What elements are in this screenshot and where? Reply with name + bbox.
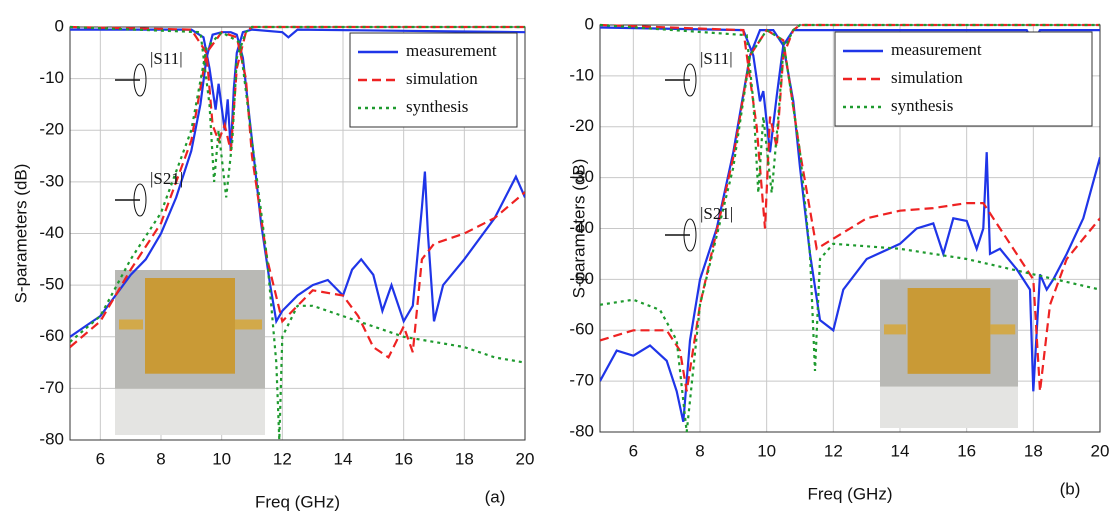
line-series <box>600 23 1100 229</box>
line-series <box>600 29 1100 423</box>
line-series <box>70 31 525 338</box>
y-tick-label: -60 <box>39 326 64 345</box>
legend: measurement simulation synthesis <box>349 32 518 128</box>
y-tick-label: -60 <box>569 320 594 339</box>
photo-board <box>145 278 235 374</box>
legend-label: synthesis <box>891 96 953 115</box>
y-tick-label: -50 <box>39 275 64 294</box>
x-tick-label: 10 <box>757 441 776 460</box>
x-tick-label: 18 <box>455 449 474 468</box>
photo-connector <box>119 319 143 330</box>
x-tick-label: 18 <box>1024 441 1043 460</box>
x-tick-label: 14 <box>891 441 910 460</box>
x-tick-label: 20 <box>516 449 535 468</box>
x-tick-label: 8 <box>695 441 704 460</box>
y-tick-label: -40 <box>39 223 64 242</box>
y-tick-label: 0 <box>55 16 64 35</box>
chart-panel: -80 -70 -60 -50 -40 -30 -20 -10 0 6 8 10 12 14 16 18 20 |… <box>11 16 534 511</box>
y-tick-label: -70 <box>569 371 594 390</box>
y-tick-label: -30 <box>39 171 64 190</box>
y-tick-label: -10 <box>569 65 594 84</box>
x-axis-label: Freq (GHz) <box>808 484 893 503</box>
y-tick-label: -30 <box>569 167 594 186</box>
curve-annotation: |S11| <box>700 49 733 68</box>
line-series <box>70 25 525 198</box>
panel-label: (a) <box>485 487 506 506</box>
legend-label: measurement <box>406 41 497 60</box>
curve-annotation: |S11| <box>150 49 183 68</box>
y-tick-label: 0 <box>585 14 594 33</box>
y-axis-label: S-parameters (dB) <box>569 159 588 299</box>
y-tick-label: -80 <box>39 429 64 448</box>
x-tick-label: 6 <box>629 441 638 460</box>
x-tick-label: 14 <box>334 449 353 468</box>
photo-board <box>907 288 991 374</box>
curve-annotation: |S21| <box>700 204 733 223</box>
y-tick-label: -20 <box>39 120 64 139</box>
line-series <box>70 30 525 441</box>
x-tick-label: 20 <box>1091 441 1110 460</box>
x-tick-label: 12 <box>824 441 843 460</box>
y-tick-label: -80 <box>569 421 594 440</box>
photo-ruler <box>880 386 1018 428</box>
y-tick-label: -10 <box>39 68 64 87</box>
y-axis-label: S-parameters (dB) <box>11 164 30 304</box>
data-lines <box>70 25 525 441</box>
photo-connector <box>990 324 1016 335</box>
y-tick-label: -40 <box>569 218 594 237</box>
legend-label: measurement <box>891 40 982 59</box>
x-tick-label: 6 <box>96 449 105 468</box>
x-tick-label: 10 <box>212 449 231 468</box>
curve-annotation: |S21| <box>150 169 183 188</box>
line-series <box>600 28 1100 392</box>
y-tick-label: -50 <box>569 269 594 288</box>
line-series <box>70 30 525 360</box>
x-tick-label: 16 <box>394 449 413 468</box>
line-series <box>70 25 525 152</box>
y-tick-label: -20 <box>569 116 594 135</box>
legend: measurement simulation synthesis <box>834 31 1093 127</box>
photo-ruler <box>115 388 265 435</box>
photo-connector <box>884 324 907 335</box>
legend-label: simulation <box>891 68 963 87</box>
x-tick-label: 8 <box>156 449 165 468</box>
line-series <box>600 23 1100 194</box>
x-axis-label: Freq (GHz) <box>255 492 340 511</box>
panel-label: (b) <box>1060 479 1081 498</box>
chart-panel: -80 -70 -60 -50 -40 -30 -20 -10 0 6 8 10 12 14 16 18 20 |… <box>569 14 1109 503</box>
photo-connector <box>235 319 262 330</box>
x-tick-label: 16 <box>957 441 976 460</box>
legend-label: simulation <box>406 69 478 88</box>
x-tick-label: 12 <box>273 449 292 468</box>
y-tick-label: -70 <box>39 378 64 397</box>
legend-label: synthesis <box>406 97 468 116</box>
